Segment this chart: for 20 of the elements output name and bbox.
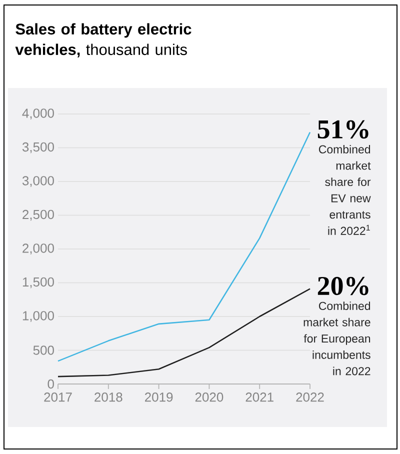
- annotation: Combined market share for European incumbents in 2022: [304, 302, 370, 376]
- y-tick-label: 4,000: [22, 108, 54, 120]
- x-tick-label: 2022: [296, 392, 324, 402]
- y-tick-label: 1,000: [22, 311, 54, 322]
- x-tick-label: 2019: [145, 392, 173, 402]
- text: Combined market share for EV new entrants in 2022$^{1}$: [318, 144, 371, 235]
- annotation: 51%: [318, 120, 368, 139]
- y-tick-label: 2,000: [22, 244, 54, 254]
- x-tick-label: 2020: [195, 392, 224, 402]
- annotation: 20%: [318, 276, 368, 296]
- y-tick-label: 1,500: [22, 277, 54, 288]
- y-tick-label: 500: [33, 346, 54, 355]
- x-tick-label: 2017: [44, 392, 72, 402]
- y-tick-label: 0: [48, 379, 54, 389]
- y-tick-label: 3,500: [22, 142, 54, 154]
- chart-title: Sales of battery electric vehicles, thousand units: [15, 23, 192, 58]
- x-tick-label: 2018: [94, 392, 122, 402]
- y-tick-label: 2,500: [22, 210, 54, 221]
- x-tick-label: 2021: [246, 392, 274, 402]
- y-tick-label: 3,000: [22, 176, 54, 187]
